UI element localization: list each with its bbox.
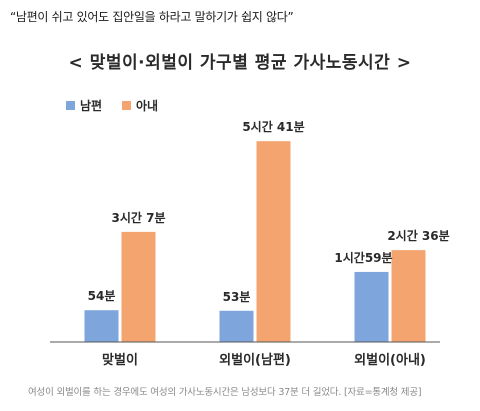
bar-1-1 xyxy=(256,141,291,342)
data-label-2-1: 2시간 36분 xyxy=(387,228,449,243)
bar-1-0 xyxy=(219,310,254,342)
x-tick-labels: 맞벌이 외벌이(남편) 외벌이(아내) xyxy=(102,352,426,368)
bar-0-1 xyxy=(121,231,156,342)
bar-0-0 xyxy=(84,310,119,342)
legend-label-1: 아내 xyxy=(136,98,158,113)
x-tick-label-1: 외벌이(남편) xyxy=(219,352,291,368)
bar-2-1 xyxy=(391,250,426,342)
chart-title: < 맞벌이·외벌이 가구별 평균 가사노동시간 > xyxy=(68,53,412,73)
data-labels: 54분 3시간 7분 53분 5시간 41분 1시간59분 2시간 36분 xyxy=(88,119,450,304)
x-tick-label-2: 외벌이(아내) xyxy=(354,352,426,368)
legend: 남편 아내 xyxy=(66,98,158,113)
headline: “남편이 쉬고 있어도 집안일을 하라고 말하기가 쉽지 않다” xyxy=(10,10,294,24)
x-tick-label-0: 맞벌이 xyxy=(102,352,138,368)
bars xyxy=(84,141,426,342)
data-label-2-0: 1시간59분 xyxy=(334,250,392,265)
data-label-0-1: 3시간 7분 xyxy=(112,210,166,225)
data-label-1-0: 53분 xyxy=(223,290,251,304)
caption: 여성이 외벌이를 하는 경우에도 여성의 가사노동시간은 남성보다 37분 더 … xyxy=(28,387,422,398)
bar-2-0 xyxy=(354,271,389,342)
legend-swatch-0 xyxy=(66,101,75,110)
legend-label-0: 남편 xyxy=(80,98,102,113)
legend-swatch-1 xyxy=(122,101,131,110)
data-label-1-1: 5시간 41분 xyxy=(242,119,304,134)
data-label-0-0: 54분 xyxy=(88,289,116,303)
